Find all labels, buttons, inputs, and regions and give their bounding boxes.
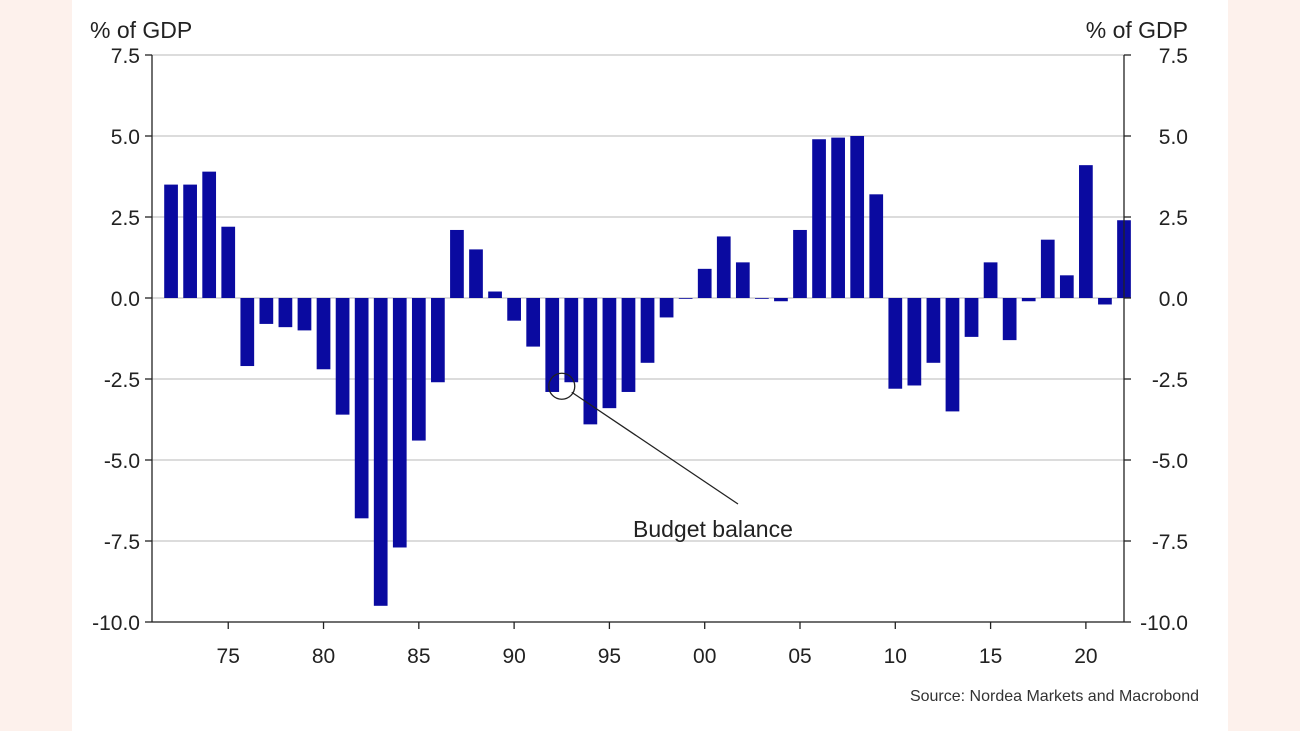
y-tick-label: -7.5 (1152, 531, 1188, 554)
bar (1040, 239, 1055, 298)
x-tick-label: 90 (502, 645, 525, 668)
y-axis-title-left: % of GDP (90, 17, 192, 43)
bar (316, 298, 331, 370)
y-tick-label: -7.5 (104, 531, 140, 554)
bar (202, 171, 217, 298)
bar (907, 298, 922, 386)
bar (755, 298, 769, 299)
y-tick-label: -5.0 (104, 450, 140, 473)
bar (259, 298, 274, 324)
bar (488, 291, 502, 298)
axes (151, 55, 1125, 623)
bar (278, 298, 293, 328)
bar (164, 184, 178, 298)
x-tick-label: 85 (407, 645, 430, 668)
y-tick-label: -2.5 (104, 369, 140, 392)
bar (373, 298, 388, 606)
bar (240, 298, 255, 367)
y-tick-label: -10.0 (92, 612, 140, 635)
bar (1079, 165, 1093, 298)
chart-panel: 7.5 5.0 2.5 0.0 -2.5 -5.0 -7.5 -10.0 7.5 5.0 2.5 0… (72, 0, 1228, 731)
x-tick-label: 80 (312, 645, 335, 668)
y-axis-left: 7.5 5.0 2.5 0.0 -2.5 -5.0 -7.5 -10.0 (92, 45, 152, 635)
bar (926, 298, 941, 363)
bar (297, 298, 312, 331)
bar (869, 194, 884, 298)
x-tick-label: 05 (788, 645, 811, 668)
x-tick-label: 75 (217, 645, 240, 668)
bar (774, 298, 788, 302)
x-tick-label: 95 (598, 645, 621, 668)
bar (335, 298, 350, 415)
x-tick-label: 20 (1074, 645, 1097, 668)
annotation-leader-line (571, 391, 739, 505)
x-axis: 75 80 85 90 95 00 05 10 15 20 (217, 622, 1098, 668)
annotation-label: Budget balance (633, 516, 793, 542)
bar (1059, 275, 1074, 298)
bar (583, 298, 598, 425)
y-tick-label: 0.0 (111, 288, 140, 311)
y-axis-title-right: % of GDP (1086, 17, 1188, 43)
annotation-circle (548, 372, 576, 400)
gridlines (152, 54, 1124, 623)
x-tick-label: 10 (884, 645, 907, 668)
y-tick-label: 5.0 (111, 126, 140, 149)
y-tick-label: 7.5 (1159, 45, 1188, 68)
y-tick-label: 2.5 (1159, 207, 1188, 230)
bar (640, 298, 655, 363)
bar (526, 298, 541, 347)
bar (850, 136, 865, 298)
bar (697, 268, 712, 298)
bar (431, 298, 445, 383)
y-tick-label: 0.0 (1159, 288, 1188, 311)
bar (983, 262, 998, 298)
bar (716, 236, 731, 298)
bar (545, 298, 560, 392)
bar (831, 137, 845, 298)
y-tick-label: 2.5 (111, 207, 140, 230)
bar (1021, 298, 1036, 302)
x-tick-label: 15 (979, 645, 1002, 668)
source-note: Source: Nordea Markets and Macrobond (910, 688, 1199, 705)
bar (221, 226, 236, 298)
bar (1098, 298, 1112, 305)
y-tick-label: -2.5 (1152, 369, 1188, 392)
bar (888, 298, 903, 389)
bar (678, 298, 693, 299)
bar (564, 298, 579, 383)
bar (411, 298, 426, 441)
y-tick-label: -10.0 (1140, 612, 1188, 635)
y-tick-label: 7.5 (111, 45, 140, 68)
y-tick-label: 5.0 (1159, 126, 1188, 149)
bar (964, 298, 979, 337)
bar (450, 229, 464, 298)
budget-balance-chart: 7.5 5.0 2.5 0.0 -2.5 -5.0 -7.5 -10.0 7.5 5.0 2.5 0… (90, 17, 1199, 705)
bar (469, 249, 483, 298)
bar (735, 262, 750, 298)
bar (183, 184, 197, 298)
bar (659, 298, 674, 318)
x-tick-label: 00 (693, 645, 716, 668)
y-tick-label: -5.0 (1152, 450, 1188, 473)
bar (392, 298, 407, 548)
annotation: Budget balance (548, 372, 793, 542)
bar (793, 229, 807, 298)
bar (602, 298, 617, 409)
bar (621, 298, 636, 392)
bar (945, 298, 960, 412)
y-axis-right: 7.5 5.0 2.5 0.0 -2.5 -5.0 -7.5 -10.0 (1124, 45, 1188, 635)
bar (812, 139, 826, 298)
bar (507, 298, 521, 321)
bar (1002, 298, 1017, 341)
bar (354, 298, 369, 519)
